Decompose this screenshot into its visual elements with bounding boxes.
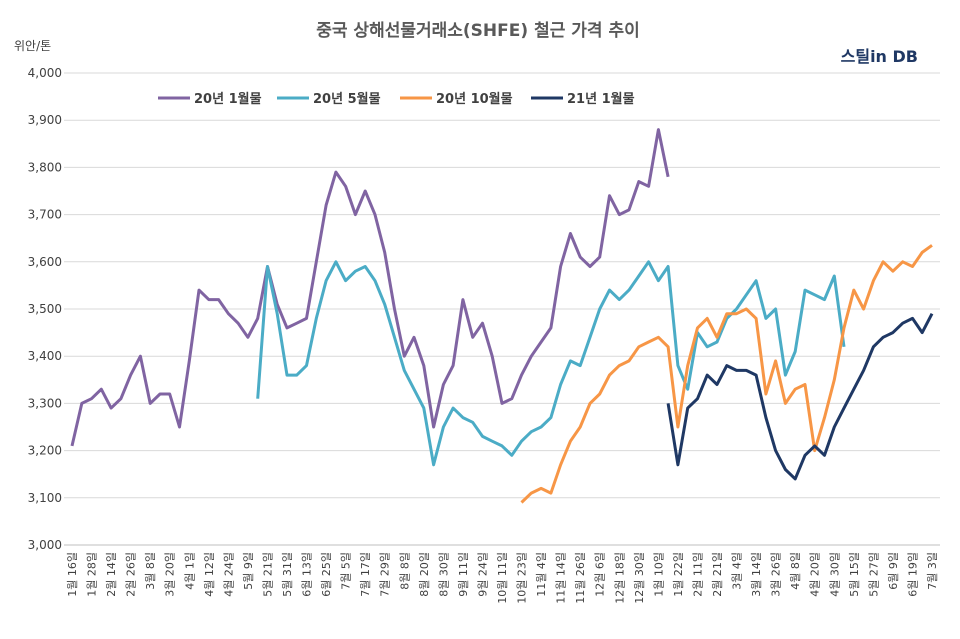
legend-label: 20년 5월물 [313, 91, 381, 107]
series-line [70, 128, 670, 447]
y-tick-label: 3,100 [28, 491, 62, 505]
x-tick-label: 1월 16일 [65, 552, 79, 597]
x-tick-label: 1월 28일 [85, 552, 99, 597]
y-tick-label: 3,800 [28, 160, 62, 174]
y-tick-label: 3,400 [28, 349, 62, 363]
series-line [520, 244, 933, 504]
x-tick-label: 5월 27일 [866, 552, 880, 597]
x-tick-label: 12월 6일 [593, 552, 607, 597]
x-tick-label: 3월 8일 [143, 552, 157, 590]
x-tick-label: 10월 23일 [515, 552, 529, 604]
x-tick-label: 4월 1일 [182, 552, 196, 590]
y-tick-label: 3,000 [28, 538, 62, 552]
x-tick-label: 5월 31일 [280, 552, 294, 597]
x-tick-label: 5월 15일 [847, 552, 861, 597]
x-tick-label: 8월 30일 [436, 552, 450, 597]
x-tick-label: 11월 4일 [534, 552, 548, 597]
x-tick-label: 9월 24일 [475, 552, 489, 597]
y-tick-label: 3,300 [28, 396, 62, 410]
x-tick-label: 3월 4일 [730, 552, 744, 590]
x-tick-label: 7월 5일 [339, 552, 353, 590]
y-tick-label: 3,900 [28, 113, 62, 127]
x-tick-label: 3월 14일 [749, 552, 763, 597]
y-tick-label: 3,700 [28, 208, 62, 222]
x-tick-label: 6월 13일 [300, 552, 314, 597]
x-tick-label: 2월 26일 [124, 552, 138, 597]
x-tick-label: 12월 30일 [632, 552, 646, 604]
x-tick-label: 1월 10일 [651, 552, 665, 597]
x-tick-label: 6월 9일 [886, 552, 900, 590]
chart-title: 중국 상해선물거래소(SHFE) 철근 가격 추이 [316, 21, 640, 41]
x-tick-label: 3월 20일 [163, 552, 177, 597]
legend-label: 20년 10월물 [436, 91, 513, 107]
legend-label: 20년 1월물 [194, 91, 262, 107]
series-line [666, 313, 934, 481]
x-tick-label: 7월 29일 [378, 552, 392, 597]
x-tick-label: 11월 14일 [554, 552, 568, 604]
x-tick-label: 8월 20일 [417, 552, 431, 597]
x-tick-label: 4월 12일 [202, 552, 216, 597]
x-tick-label: 7월 3일 [925, 552, 939, 590]
x-tick-label: 10월 11일 [495, 552, 509, 604]
x-tick-label: 4월 24일 [221, 552, 235, 597]
x-tick-label: 7월 17일 [358, 552, 372, 597]
x-tick-label: 12월 18일 [612, 552, 626, 604]
x-tick-label: 4월 30일 [827, 552, 841, 597]
x-tick-label: 2월 14일 [104, 552, 118, 597]
legend-label: 21년 1월물 [567, 91, 635, 107]
x-tick-label: 5월 21일 [260, 552, 274, 597]
y-tick-label: 3,600 [28, 255, 62, 269]
x-tick-label: 4월 20일 [808, 552, 822, 597]
y-tick-label: 4,000 [28, 66, 62, 80]
x-tick-label: 9월 11일 [456, 552, 470, 597]
x-tick-label: 2월 11일 [690, 552, 704, 597]
x-tick-label: 5월 9일 [241, 552, 255, 590]
x-tick-label: 8월 8일 [397, 552, 411, 590]
y-axis-label: 위안/톤 [14, 39, 51, 53]
logo: 스틸in DB [841, 47, 918, 66]
y-tick-label: 3,500 [28, 302, 62, 316]
x-tick-label: 1월 22일 [671, 552, 685, 597]
x-tick-label: 6월 19일 [905, 552, 919, 597]
x-tick-label: 6월 25일 [319, 552, 333, 597]
x-tick-label: 2월 21일 [710, 552, 724, 597]
y-tick-label: 3,200 [28, 444, 62, 458]
series-line [256, 260, 846, 467]
x-tick-label: 11월 26일 [573, 552, 587, 604]
x-tick-label: 3월 26일 [769, 552, 783, 597]
x-tick-label: 4월 8일 [788, 552, 802, 590]
